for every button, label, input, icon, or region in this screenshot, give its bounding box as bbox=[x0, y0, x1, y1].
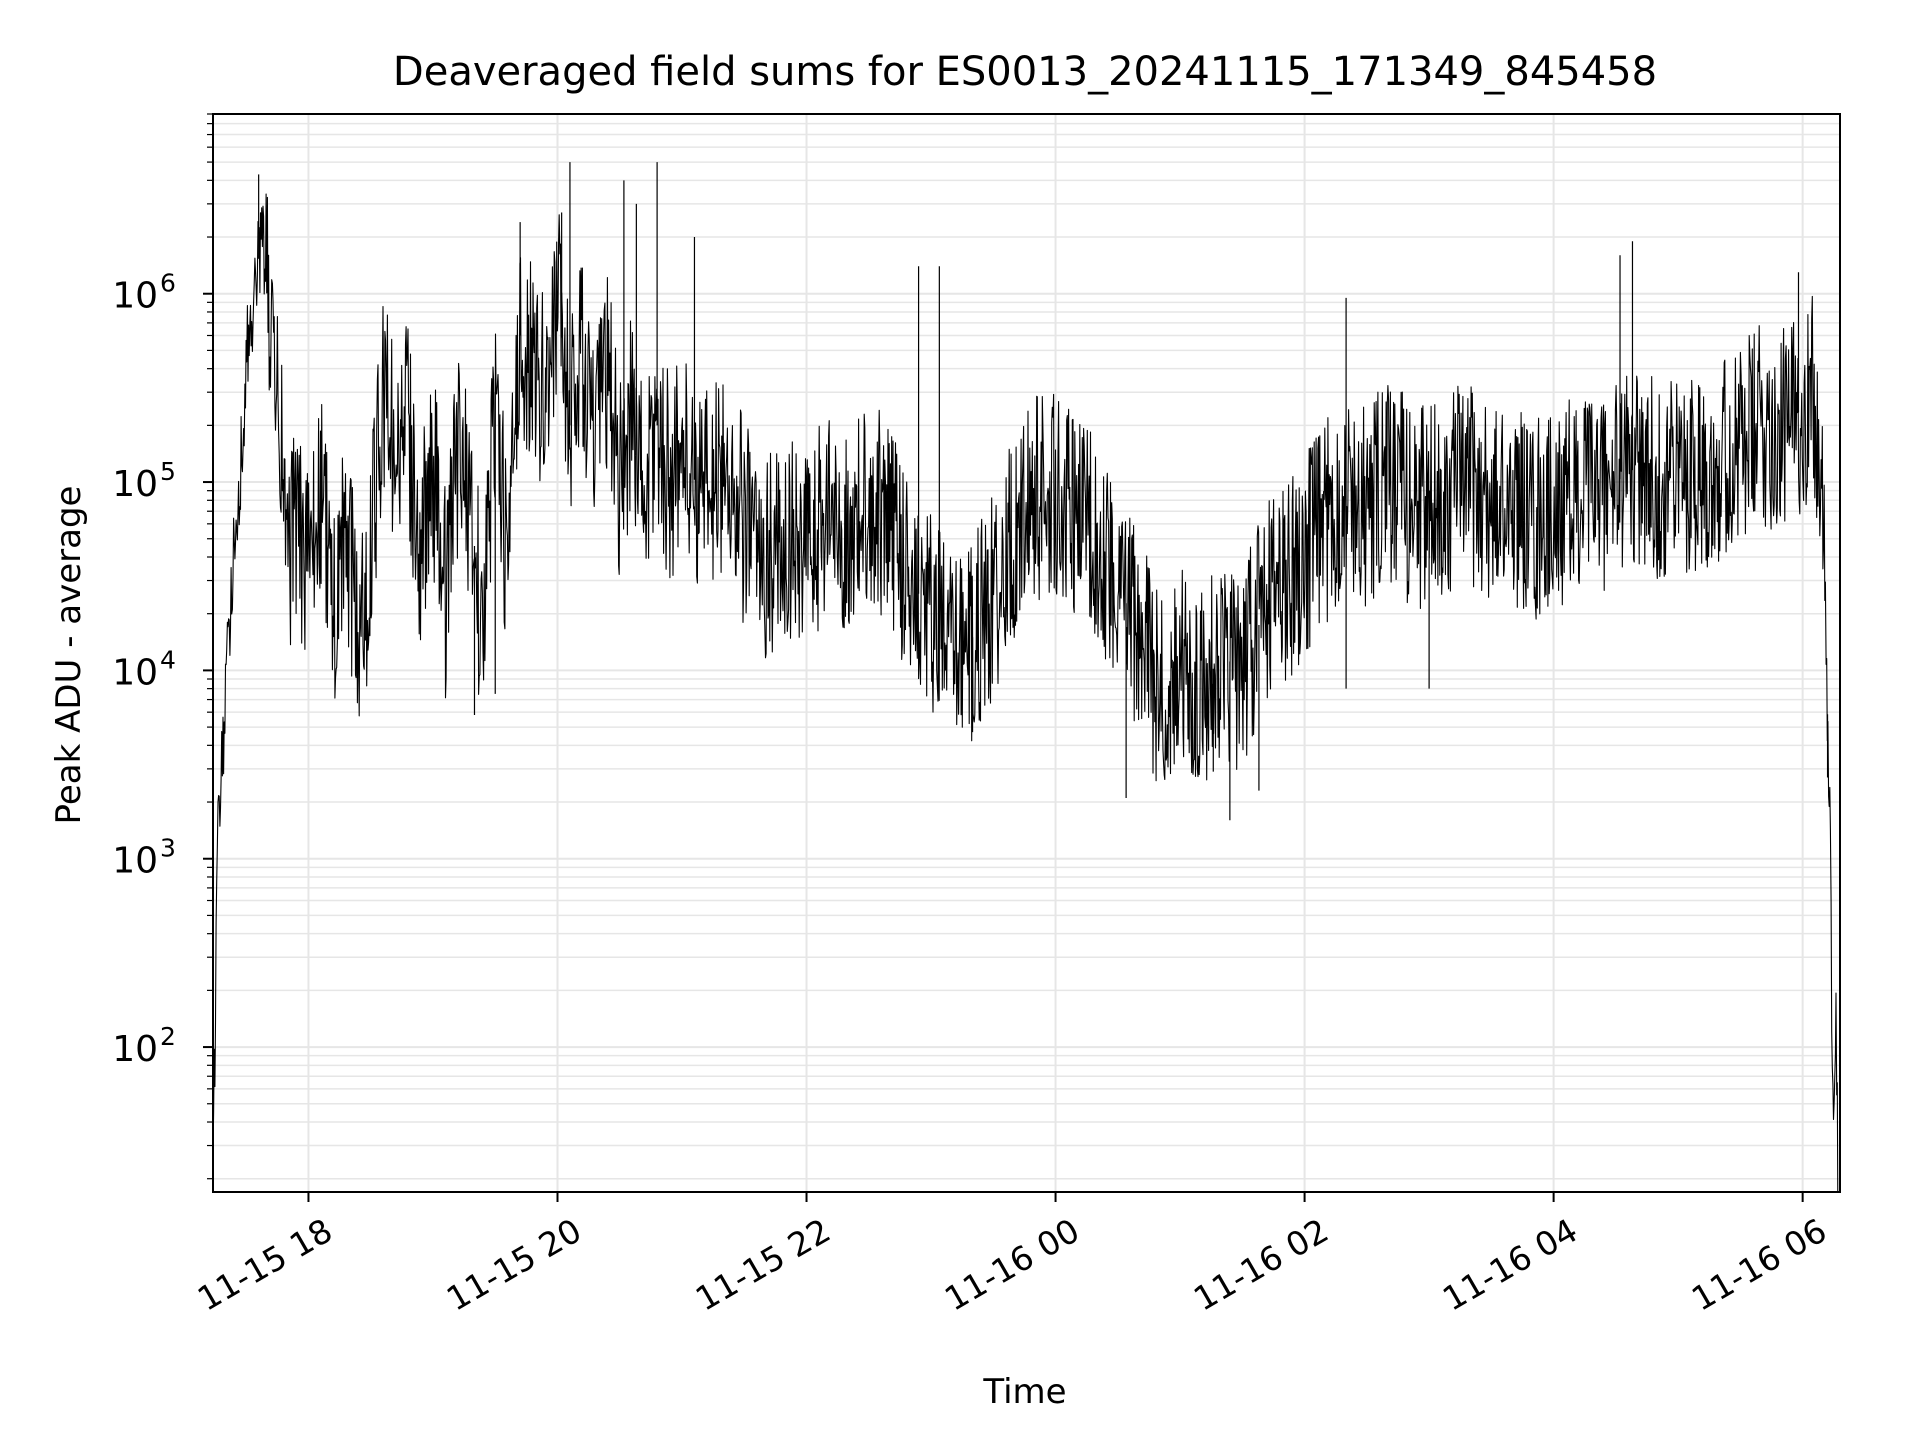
y-tick-exponent: 3 bbox=[160, 834, 176, 863]
series-line bbox=[213, 193, 1839, 1192]
y-tick-exponent: 4 bbox=[160, 645, 176, 674]
y-tick-exponent: 5 bbox=[160, 457, 176, 486]
y-tick-label: 10 bbox=[112, 652, 158, 693]
y-tick-label: 10 bbox=[112, 1029, 158, 1070]
y-tick-label: 10 bbox=[112, 464, 158, 505]
plot-frame bbox=[212, 113, 1841, 1193]
y-tick-exponent: 6 bbox=[160, 269, 176, 298]
data-layer bbox=[213, 162, 1839, 1192]
x-axis-label: Time bbox=[982, 1372, 1066, 1412]
y-tick-label: 10 bbox=[112, 841, 158, 882]
y-tick-exponent: 2 bbox=[160, 1022, 176, 1051]
chart-title: Deaveraged field sums for ES0013_2024111… bbox=[393, 49, 1657, 95]
y-tick-label: 10 bbox=[112, 276, 158, 317]
grid bbox=[213, 113, 1840, 1192]
y-axis-label: Peak ADU - average bbox=[49, 486, 89, 825]
